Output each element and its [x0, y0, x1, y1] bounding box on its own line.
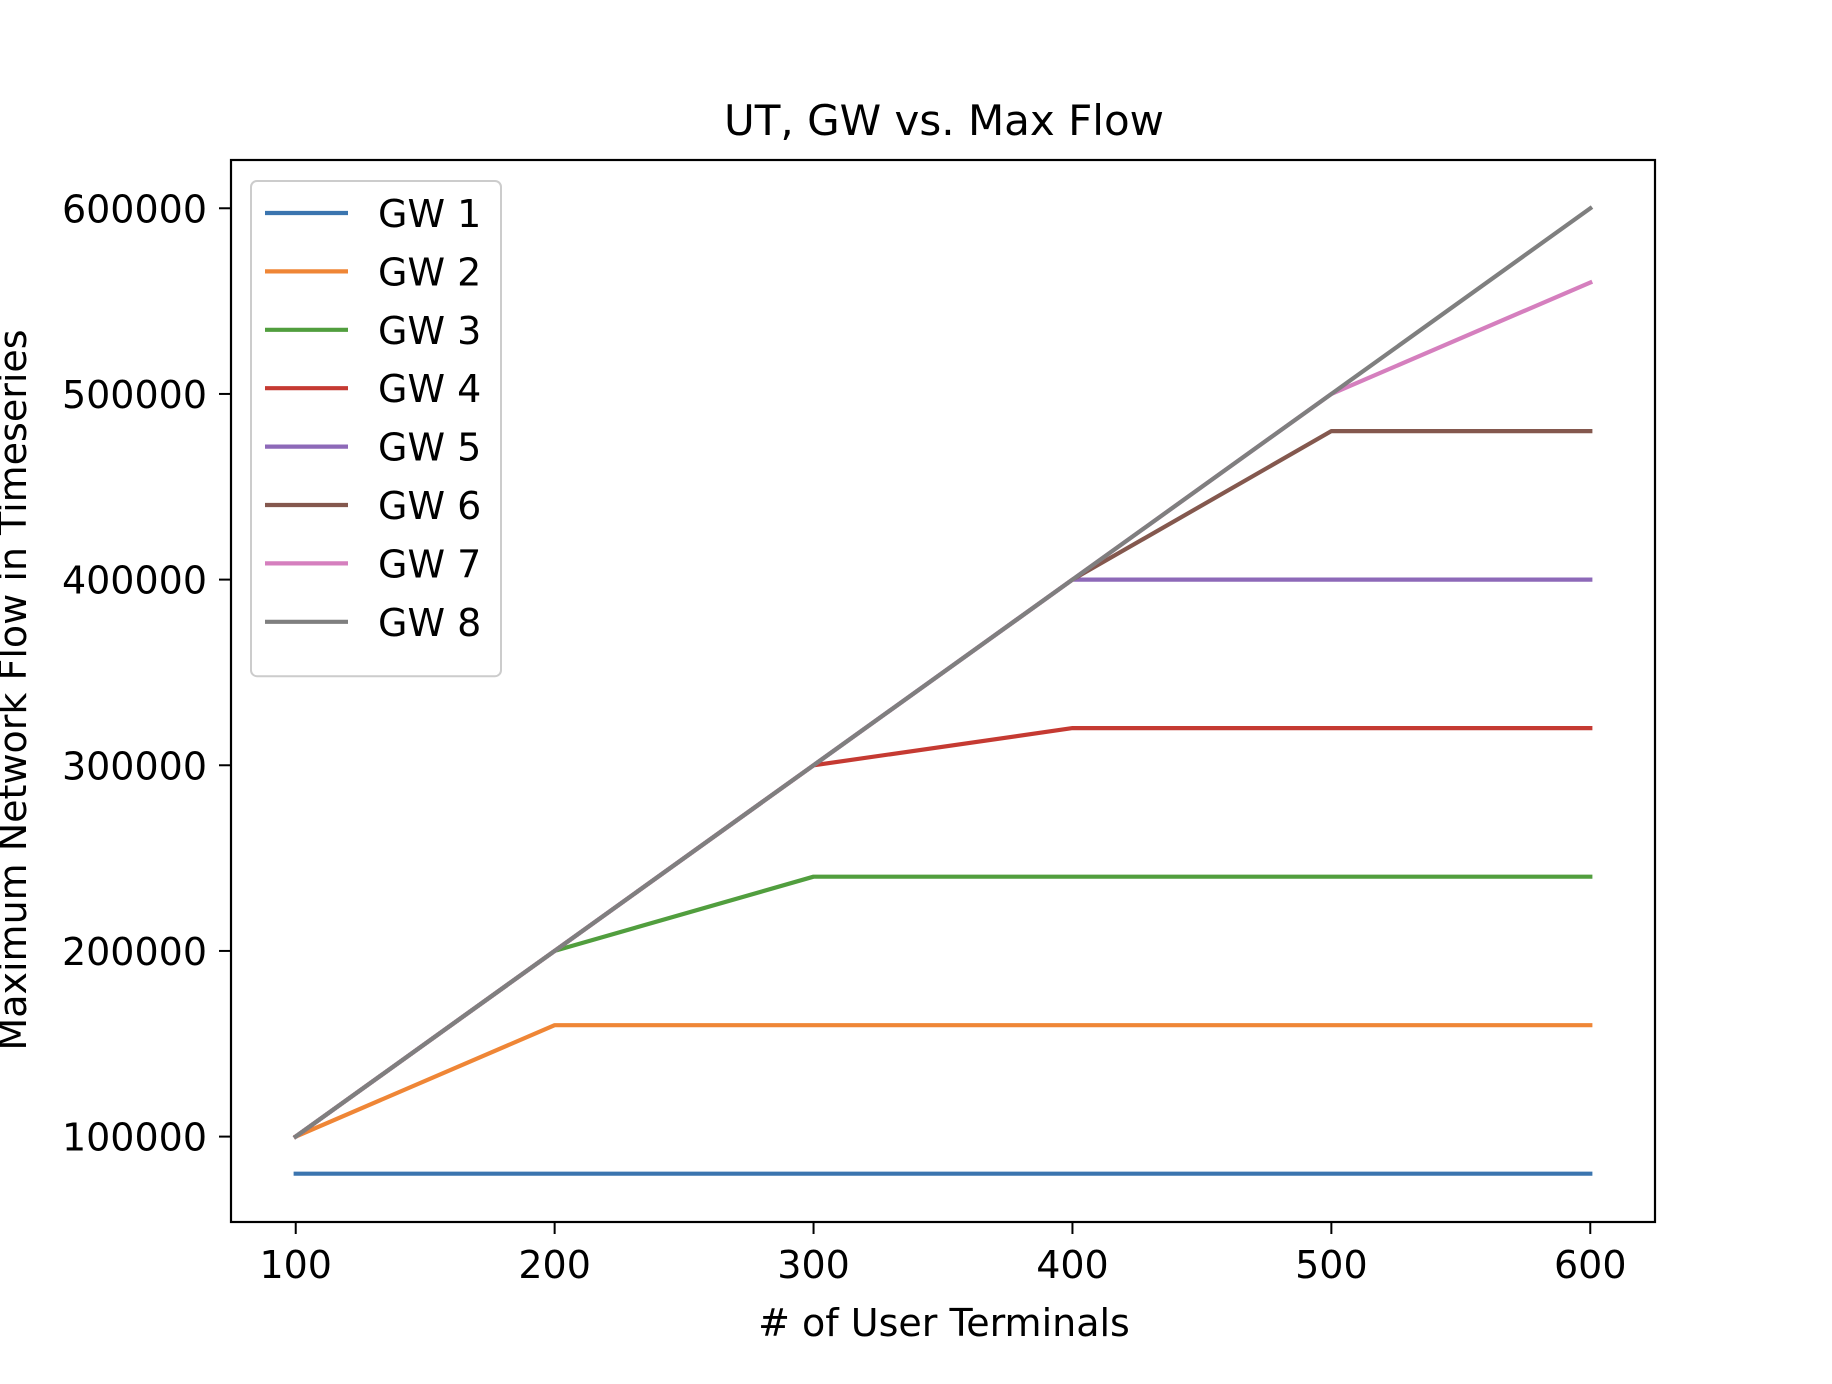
x-tick-label: 400 — [1036, 1243, 1109, 1287]
legend: GW 1 GW 2 GW 3 GW 4 GW 5 GW 6 GW 7 GW 8 — [250, 180, 502, 678]
y-tick-label: 400000 — [62, 559, 207, 603]
x-tick-label: 600 — [1554, 1243, 1627, 1287]
series-line-gw-8 — [292, 205, 1594, 1140]
y-tick-label: 600000 — [62, 187, 207, 231]
chart-title: UT, GW vs. Max Flow — [724, 96, 1164, 145]
legend-label: GW 6 — [378, 484, 481, 528]
y-axis-ticks: 100000 200000 300000 400000 500000 600000 — [62, 187, 231, 1160]
legend-label: GW 4 — [378, 367, 481, 411]
x-tick-label: 500 — [1295, 1243, 1368, 1287]
y-tick-label: 200000 — [62, 930, 207, 974]
x-axis-ticks: 100 200 300 400 500 600 — [259, 1222, 1627, 1287]
y-tick-label: 100000 — [62, 1116, 207, 1160]
y-axis-label: Maximum Network Flow in Timeseries — [0, 329, 35, 1050]
y-tick-label: 500000 — [62, 373, 207, 417]
legend-label: GW 5 — [378, 426, 481, 470]
x-tick-label: 100 — [259, 1243, 332, 1287]
x-tick-label: 200 — [518, 1243, 591, 1287]
y-tick-label: 300000 — [62, 744, 207, 788]
plot-area-frame — [229, 158, 1657, 1224]
x-tick-label: 300 — [777, 1243, 850, 1287]
series-line-gw-2 — [292, 1023, 1593, 1140]
series-layer — [292, 205, 1594, 1176]
legend-label: GW 8 — [378, 601, 481, 645]
x-axis-label: # of User Terminals — [758, 1301, 1130, 1345]
legend-label: GW 2 — [378, 250, 481, 294]
legend-label: GW 1 — [378, 192, 481, 236]
legend-label: GW 3 — [378, 309, 481, 353]
legend-frame — [250, 180, 502, 678]
legend-label: GW 7 — [378, 542, 481, 586]
